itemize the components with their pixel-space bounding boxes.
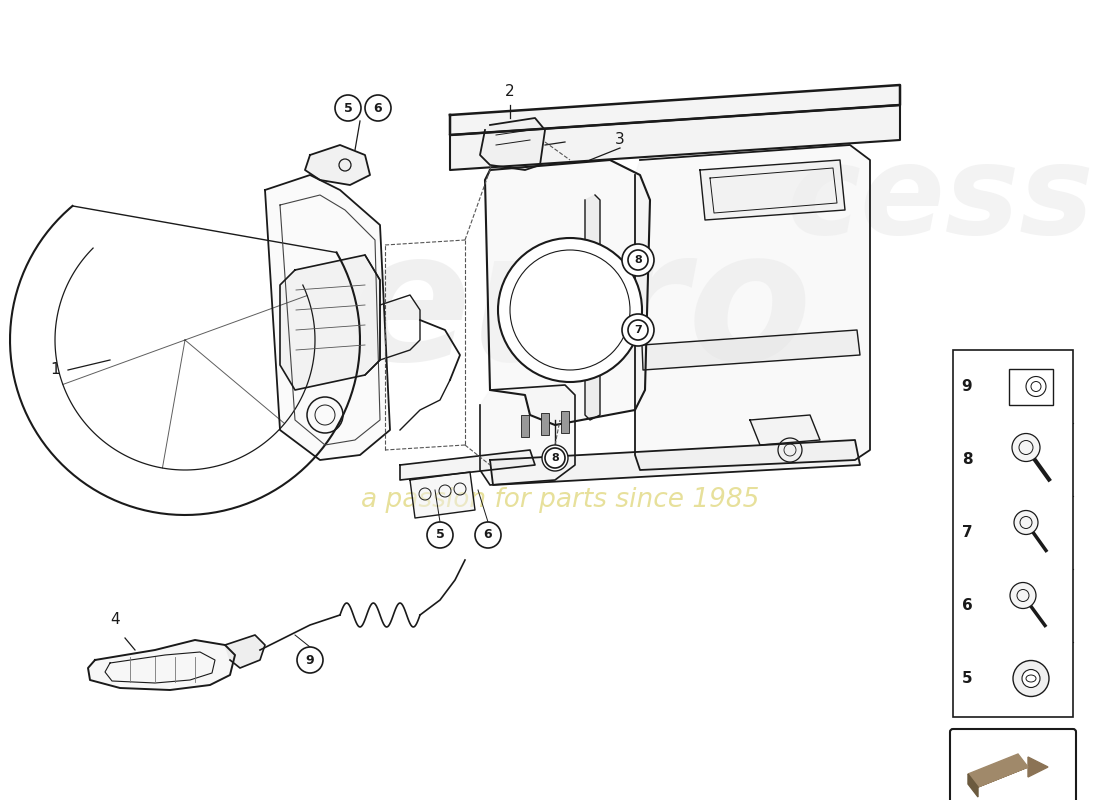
Polygon shape — [642, 330, 860, 370]
Polygon shape — [968, 774, 978, 797]
Polygon shape — [305, 145, 370, 185]
Text: 8: 8 — [551, 453, 559, 463]
Text: 5: 5 — [961, 671, 972, 686]
FancyBboxPatch shape — [950, 729, 1076, 800]
Polygon shape — [410, 472, 475, 518]
Bar — [953, 350, 1072, 717]
Text: 9: 9 — [306, 654, 315, 666]
Circle shape — [336, 95, 361, 121]
Text: euro: euro — [348, 222, 812, 398]
Circle shape — [628, 250, 648, 270]
Circle shape — [544, 448, 565, 468]
Polygon shape — [265, 175, 390, 460]
Text: 6: 6 — [374, 102, 383, 114]
Polygon shape — [750, 415, 820, 445]
Polygon shape — [585, 195, 600, 420]
Text: 9: 9 — [961, 379, 972, 394]
Text: 3: 3 — [615, 133, 625, 147]
Polygon shape — [450, 85, 900, 135]
Polygon shape — [978, 757, 1048, 787]
Polygon shape — [450, 105, 900, 170]
Text: 5: 5 — [436, 529, 444, 542]
Polygon shape — [968, 754, 1028, 787]
Text: 2: 2 — [505, 85, 515, 99]
Circle shape — [297, 647, 323, 673]
Polygon shape — [226, 635, 265, 668]
Bar — [1009, 369, 1053, 405]
Text: 8: 8 — [634, 255, 642, 265]
Circle shape — [628, 320, 648, 340]
Polygon shape — [635, 145, 870, 470]
Bar — [561, 411, 569, 433]
Polygon shape — [400, 450, 535, 480]
Polygon shape — [485, 160, 650, 425]
Circle shape — [621, 314, 654, 346]
Polygon shape — [490, 440, 860, 485]
Circle shape — [1022, 670, 1040, 687]
Circle shape — [621, 244, 654, 276]
Text: 6: 6 — [484, 529, 493, 542]
Bar — [521, 415, 529, 437]
Text: 6: 6 — [961, 598, 972, 613]
Circle shape — [1014, 510, 1038, 534]
Circle shape — [1010, 582, 1036, 609]
Ellipse shape — [1026, 675, 1036, 682]
Circle shape — [365, 95, 390, 121]
Text: 7: 7 — [634, 325, 642, 335]
Text: 8: 8 — [961, 452, 972, 467]
Circle shape — [475, 522, 500, 548]
Text: 5: 5 — [343, 102, 352, 114]
Text: 7: 7 — [961, 525, 972, 540]
Circle shape — [498, 238, 642, 382]
Circle shape — [542, 445, 568, 471]
Polygon shape — [280, 255, 380, 390]
Text: 1: 1 — [51, 362, 59, 378]
Circle shape — [427, 522, 453, 548]
Polygon shape — [480, 118, 544, 170]
Text: 4: 4 — [110, 613, 120, 627]
Polygon shape — [480, 385, 575, 485]
Circle shape — [1012, 434, 1040, 462]
Text: cess: cess — [786, 139, 1093, 261]
Circle shape — [1013, 661, 1049, 697]
Text: a passion for parts since 1985: a passion for parts since 1985 — [361, 487, 759, 513]
Bar — [541, 413, 549, 435]
Polygon shape — [700, 160, 845, 220]
Polygon shape — [88, 640, 235, 690]
